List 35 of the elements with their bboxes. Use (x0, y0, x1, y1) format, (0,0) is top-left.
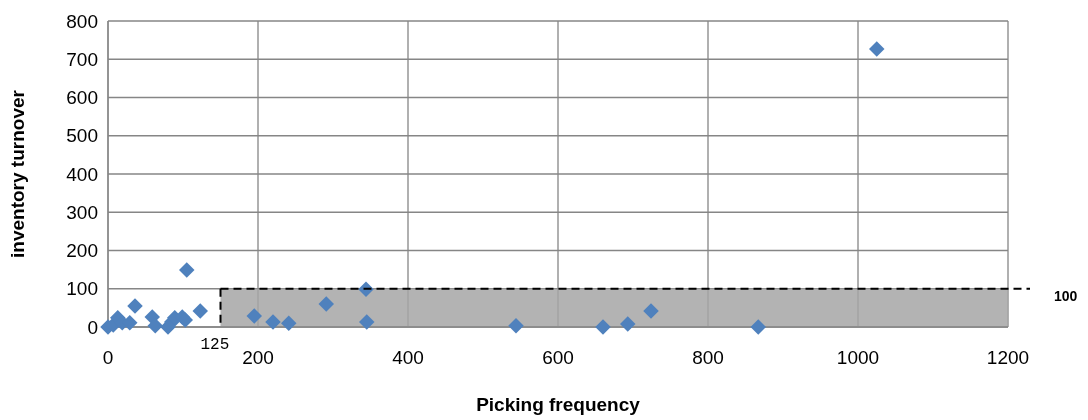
point (147, 318, 163, 334)
point (620, 316, 636, 332)
x-tick-label: 400 (392, 347, 424, 368)
point (869, 41, 885, 57)
point (595, 319, 611, 335)
y-tick-label: 300 (66, 201, 98, 223)
point (127, 298, 143, 314)
x-tick-label: 0 (102, 347, 114, 368)
point (359, 314, 375, 330)
text: 125 (200, 336, 230, 354)
y-tick-label: 400 (66, 163, 98, 185)
point (192, 303, 208, 319)
y-axis-title: inventory turnover (7, 89, 28, 258)
x-axis-title: Picking frequency (476, 394, 641, 415)
point (246, 308, 262, 324)
x-tick-label: 1200 (986, 347, 1030, 368)
x-tick-label: 800 (692, 347, 724, 368)
point (508, 318, 524, 334)
x-tick-label: 1000 (836, 347, 880, 368)
y-tick-label: 200 (66, 240, 98, 262)
point (265, 314, 281, 330)
y-tick-label: 0 (87, 316, 98, 338)
y-tick-label: 800 (66, 10, 98, 32)
x-tick-label: 200 (242, 347, 274, 368)
point (179, 262, 195, 278)
ref-line-label: 100 (1054, 287, 1078, 304)
point (318, 296, 334, 312)
y-tick-label: 700 (66, 48, 98, 70)
x-tick-label: 600 (542, 347, 574, 368)
point (750, 319, 766, 335)
y-tick-label: 500 (66, 125, 98, 147)
point (281, 315, 297, 331)
y-tick-label: 600 (66, 87, 98, 109)
y-tick-label: 100 (66, 278, 98, 300)
point (643, 303, 659, 319)
